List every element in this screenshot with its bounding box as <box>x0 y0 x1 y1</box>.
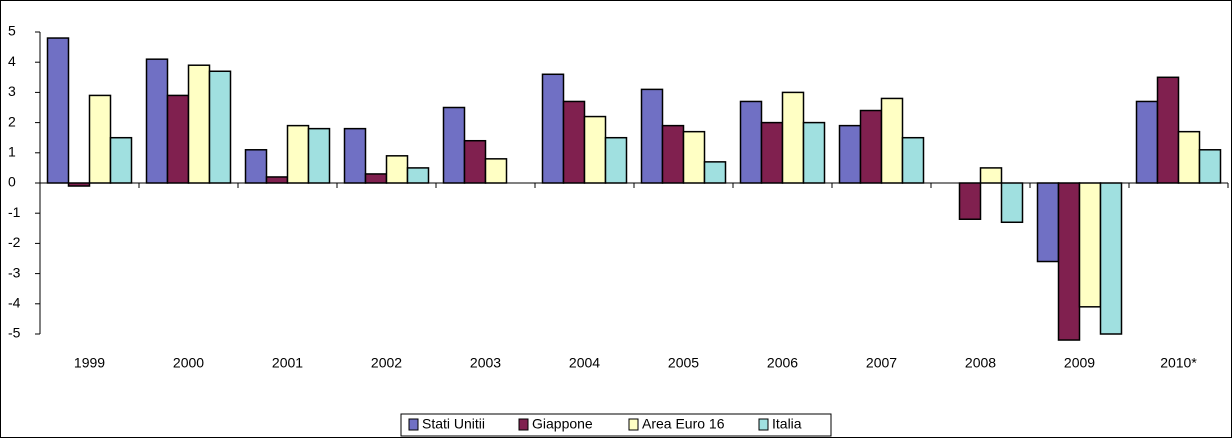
legend-label: Area Euro 16 <box>642 416 725 432</box>
bar <box>562 100 586 184</box>
bar <box>1177 130 1201 184</box>
bar <box>1036 182 1060 263</box>
bar <box>385 155 409 184</box>
legend-label: Italia <box>772 416 802 432</box>
y-tick-label: -2 <box>8 234 21 250</box>
bar <box>1078 182 1102 308</box>
y-tick-label: -3 <box>8 264 21 280</box>
y-tick-label: 4 <box>8 53 16 69</box>
bar <box>1198 149 1222 184</box>
y-tick-label: 1 <box>8 144 16 160</box>
y-tick-label: 3 <box>8 83 16 99</box>
legend-label: Stati Unitii <box>422 416 485 432</box>
bar <box>1057 182 1081 341</box>
bar <box>364 173 388 184</box>
x-tick-label: 2001 <box>272 355 303 371</box>
bar <box>463 139 487 184</box>
legend-swatch <box>518 418 529 431</box>
x-tick-label: 2008 <box>965 355 996 371</box>
y-tick-label: 5 <box>8 23 16 39</box>
bar <box>187 64 211 184</box>
bar <box>979 167 1003 184</box>
bar <box>208 70 232 184</box>
bar <box>682 130 706 184</box>
bar <box>739 100 763 184</box>
x-tick-label: 2005 <box>668 355 699 371</box>
x-tick-label: 2009 <box>1064 355 1095 371</box>
y-tick-label: 2 <box>8 113 16 129</box>
bar <box>802 121 826 184</box>
y-tick-label: -5 <box>8 325 21 341</box>
bar <box>583 115 607 184</box>
bar <box>1135 100 1159 184</box>
legend-box <box>400 413 832 437</box>
x-tick-label: 2002 <box>371 355 402 371</box>
bar <box>604 136 628 184</box>
bar <box>1156 76 1180 184</box>
legend-label: Giappone <box>532 416 593 432</box>
y-tick-label: 0 <box>8 174 16 190</box>
legend-swatch <box>628 418 639 431</box>
bar <box>307 127 331 184</box>
bar <box>406 167 430 184</box>
bar <box>1099 182 1123 335</box>
bar <box>67 182 91 187</box>
bar <box>541 73 565 184</box>
bar <box>46 37 70 184</box>
y-tick-label: -4 <box>8 295 21 311</box>
x-tick-label: 2006 <box>767 355 798 371</box>
bar <box>880 97 904 184</box>
bar <box>442 106 466 184</box>
x-tick-label: 2010* <box>1160 355 1197 371</box>
bar <box>265 176 289 184</box>
bar <box>703 161 727 184</box>
legend-swatch <box>408 418 419 431</box>
x-tick-label: 2000 <box>173 355 204 371</box>
y-tick-label: -1 <box>8 204 21 220</box>
x-tick-label: 1999 <box>74 355 105 371</box>
bar <box>484 158 508 184</box>
bar <box>166 94 190 184</box>
x-tick-label: 2004 <box>569 355 600 371</box>
bar <box>661 124 685 184</box>
legend-swatch <box>758 418 769 431</box>
bar <box>1000 182 1024 224</box>
bar <box>859 109 883 184</box>
x-tick-label: 2003 <box>470 355 501 371</box>
bar <box>640 88 664 184</box>
bar <box>901 136 925 184</box>
bar <box>109 136 133 184</box>
bar <box>760 121 784 184</box>
x-tick-label: 2007 <box>866 355 897 371</box>
bar <box>286 124 310 184</box>
bar <box>343 127 367 184</box>
bar <box>838 124 862 184</box>
bar <box>781 91 805 184</box>
bar <box>958 182 982 220</box>
bar <box>88 94 112 184</box>
bar <box>244 149 268 184</box>
bar <box>145 58 169 184</box>
